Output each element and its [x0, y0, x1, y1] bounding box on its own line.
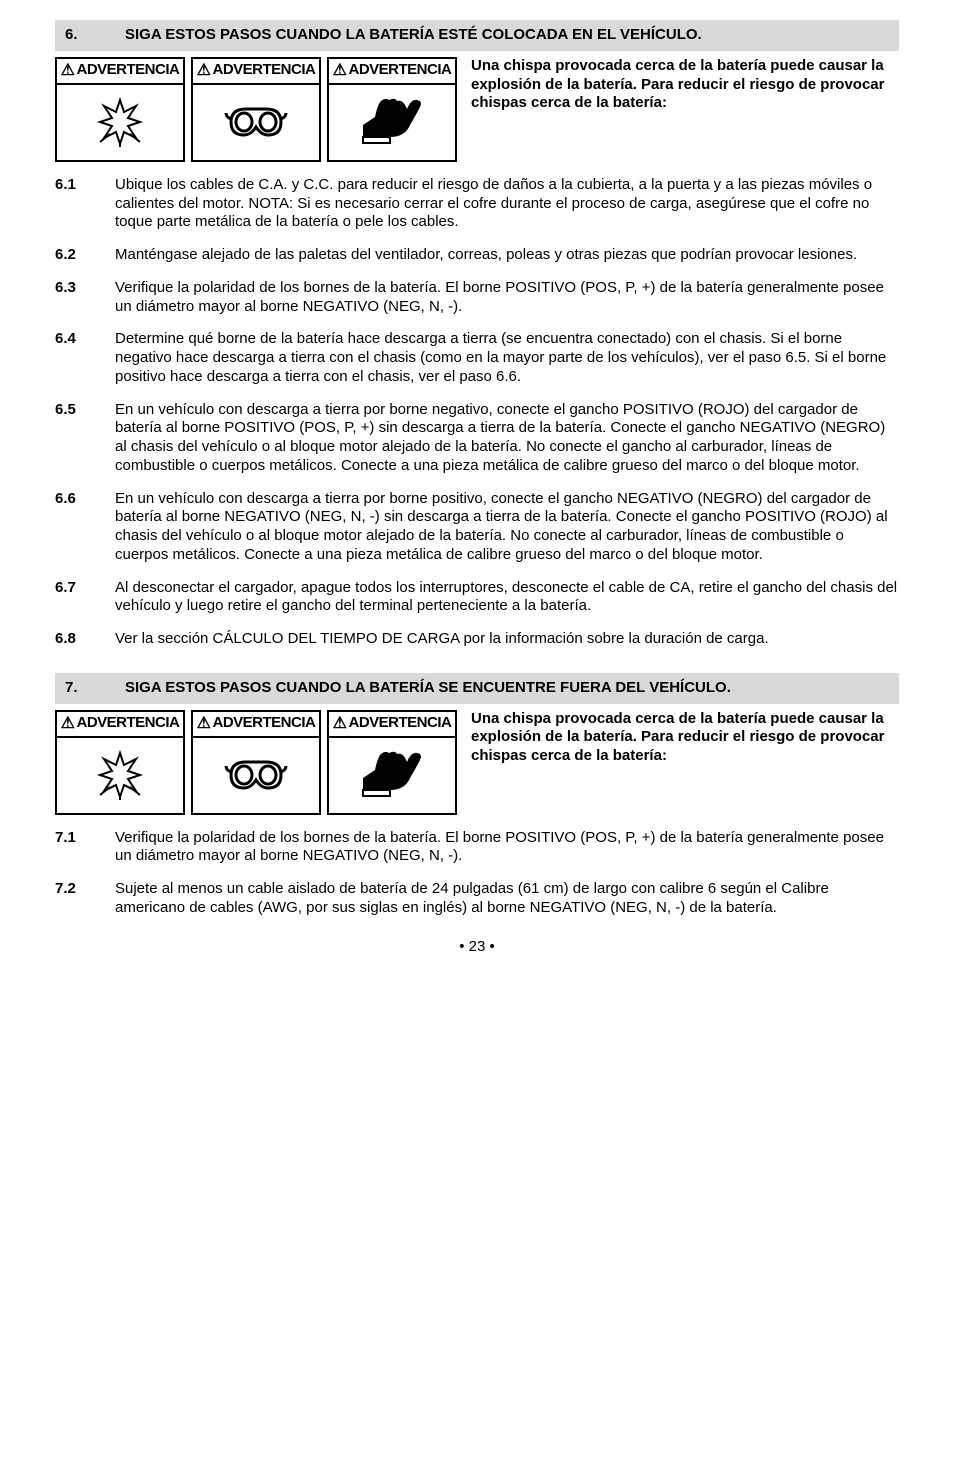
goggles-icon — [193, 85, 319, 160]
item-num: 6.8 — [55, 630, 115, 649]
item-6-1: 6.1 Ubique los cables de C.A. y C.C. par… — [55, 176, 899, 232]
warning-label: ⚠ADVERTENCIA — [329, 59, 455, 85]
warning-box-gloves: ⚠ADVERTENCIA — [327, 710, 457, 815]
explosion-icon — [57, 85, 183, 160]
warning-label: ⚠ADVERTENCIA — [193, 59, 319, 85]
warning-label: ⚠ADVERTENCIA — [57, 59, 183, 85]
alert-triangle-icon: ⚠ — [197, 61, 211, 81]
section-7-title: SIGA ESTOS PASOS CUANDO LA BATERÍA SE EN… — [125, 679, 731, 698]
item-6-6: 6.6 En un vehículo con descarga a tierra… — [55, 490, 899, 565]
warning-box-goggles: ⚠ADVERTENCIA — [191, 710, 321, 815]
warning-label: ⚠ADVERTENCIA — [57, 712, 183, 738]
section-6-num: 6. — [65, 26, 125, 45]
item-6-8: 6.8 Ver la sección CÁLCULO DEL TIEMPO DE… — [55, 630, 899, 649]
item-6-7: 6.7 Al desconectar el cargador, apague t… — [55, 579, 899, 617]
warning-label: ⚠ADVERTENCIA — [193, 712, 319, 738]
section-7-warning-row: ⚠ADVERTENCIA ⚠ADVERTENCIA — [55, 710, 899, 815]
alert-triangle-icon: ⚠ — [197, 714, 211, 734]
item-text: Verifique la polaridad de los bornes de … — [115, 279, 899, 317]
warning-box-gloves: ⚠ADVERTENCIA — [327, 57, 457, 162]
item-text: Verifique la polaridad de los bornes de … — [115, 829, 899, 867]
item-num: 7.2 — [55, 880, 115, 918]
section-7-num: 7. — [65, 679, 125, 698]
item-text: Manténgase alejado de las paletas del ve… — [115, 246, 899, 265]
item-num: 6.1 — [55, 176, 115, 232]
item-text: En un vehículo con descarga a tierra por… — [115, 490, 899, 565]
item-num: 6.2 — [55, 246, 115, 265]
section-6-title: SIGA ESTOS PASOS CUANDO LA BATERÍA ESTÉ … — [125, 26, 702, 45]
item-text: Determine qué borne de la batería hace d… — [115, 330, 899, 386]
alert-triangle-icon: ⚠ — [333, 714, 347, 734]
alert-triangle-icon: ⚠ — [61, 714, 75, 734]
item-num: 6.3 — [55, 279, 115, 317]
warning-box-explosion: ⚠ADVERTENCIA — [55, 57, 185, 162]
section-6-header: 6. SIGA ESTOS PASOS CUANDO LA BATERÍA ES… — [55, 20, 899, 51]
gloves-icon — [329, 738, 455, 813]
section-6-warning-text: Una chispa provocada cerca de la batería… — [463, 57, 899, 113]
item-text: Ver la sección CÁLCULO DEL TIEMPO DE CAR… — [115, 630, 899, 649]
item-text: Ubique los cables de C.A. y C.C. para re… — [115, 176, 899, 232]
item-7-1: 7.1 Verifique la polaridad de los bornes… — [55, 829, 899, 867]
warning-box-explosion: ⚠ADVERTENCIA — [55, 710, 185, 815]
item-6-5: 6.5 En un vehículo con descarga a tierra… — [55, 401, 899, 476]
item-text: En un vehículo con descarga a tierra por… — [115, 401, 899, 476]
item-num: 6.5 — [55, 401, 115, 476]
item-6-4: 6.4 Determine qué borne de la batería ha… — [55, 330, 899, 386]
warning-label: ⚠ADVERTENCIA — [329, 712, 455, 738]
item-num: 6.4 — [55, 330, 115, 386]
goggles-icon — [193, 738, 319, 813]
item-7-2: 7.2 Sujete al menos un cable aislado de … — [55, 880, 899, 918]
item-num: 6.6 — [55, 490, 115, 565]
item-num: 7.1 — [55, 829, 115, 867]
section-6-warning-row: ⚠ADVERTENCIA ⚠ADVERTENCIA — [55, 57, 899, 162]
item-text: Sujete al menos un cable aislado de bate… — [115, 880, 899, 918]
item-6-2: 6.2 Manténgase alejado de las paletas de… — [55, 246, 899, 265]
item-6-3: 6.3 Verifique la polaridad de los bornes… — [55, 279, 899, 317]
item-num: 6.7 — [55, 579, 115, 617]
warning-box-goggles: ⚠ADVERTENCIA — [191, 57, 321, 162]
item-text: Al desconectar el cargador, apague todos… — [115, 579, 899, 617]
page-number: • 23 • — [55, 938, 899, 957]
explosion-icon — [57, 738, 183, 813]
section-7-header: 7. SIGA ESTOS PASOS CUANDO LA BATERÍA SE… — [55, 673, 899, 704]
alert-triangle-icon: ⚠ — [333, 61, 347, 81]
gloves-icon — [329, 85, 455, 160]
alert-triangle-icon: ⚠ — [61, 61, 75, 81]
section-7-warning-text: Una chispa provocada cerca de la batería… — [463, 710, 899, 766]
